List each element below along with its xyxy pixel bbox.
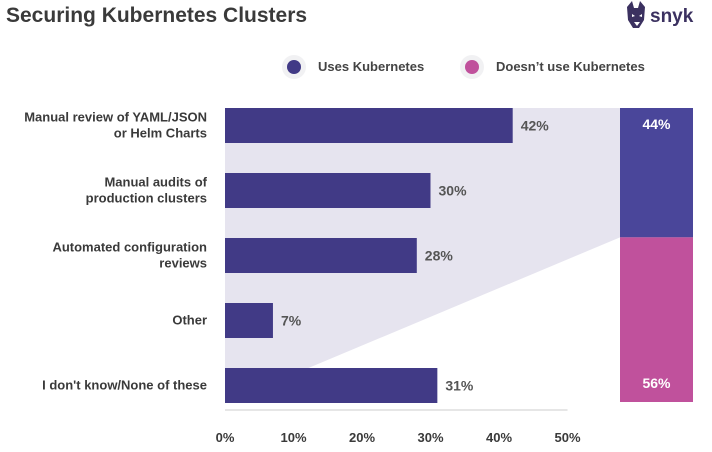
bar-series [225,108,513,403]
category-label: Manual review of YAML/JSON [24,110,207,125]
legend: Uses Kubernetes Doesn’t use Kubernetes [282,55,645,79]
value-label: 31% [445,378,474,394]
legend-item-not-uses: Doesn’t use Kubernetes [460,55,645,79]
legend-swatch-uses [287,60,301,74]
value-label: 42% [521,118,550,134]
category-label: Other [172,313,207,328]
value-label: 28% [425,248,454,264]
category-label: Automated configuration [52,240,207,255]
kubernetes-share-stack: 44% 56% [620,108,693,402]
stack-segment-not-uses [620,237,693,402]
legend-label-uses: Uses Kubernetes [318,59,424,74]
legend-label-not-uses: Doesn’t use Kubernetes [496,59,645,74]
legend-item-uses: Uses Kubernetes [282,55,424,79]
stack-label-not-uses: 56% [642,375,671,391]
chart-title: Securing Kubernetes Clusters [6,4,307,27]
tick-label: 30% [417,430,443,445]
bar [225,173,431,208]
category-label: or Helm Charts [114,126,207,141]
stack-segment-uses [620,108,693,238]
bar [225,368,438,403]
doberman-head-icon [627,1,645,28]
category-label: Manual audits of [104,175,207,190]
value-labels: 42% 30% 28% 7% 31% [281,118,549,394]
category-label: reviews [159,256,207,271]
stack-label-uses: 44% [642,116,671,132]
tick-label: 20% [349,430,375,445]
bar [225,108,513,143]
category-label: I don't know/None of these [42,378,207,393]
bar [225,303,273,338]
tick-label: 40% [486,430,512,445]
brand-logo: snyk [627,1,694,28]
category-label: production clusters [86,191,207,206]
bar [225,238,417,273]
brand-name: snyk [650,6,694,27]
tick-label: 50% [554,430,580,445]
x-axis-ticks: 0% 10% 20% 30% 40% 50% [216,430,581,445]
tick-label: 10% [280,430,306,445]
legend-swatch-not-uses [465,60,479,74]
value-label: 30% [439,183,468,199]
value-label: 7% [281,313,302,329]
tick-label: 0% [216,430,235,445]
